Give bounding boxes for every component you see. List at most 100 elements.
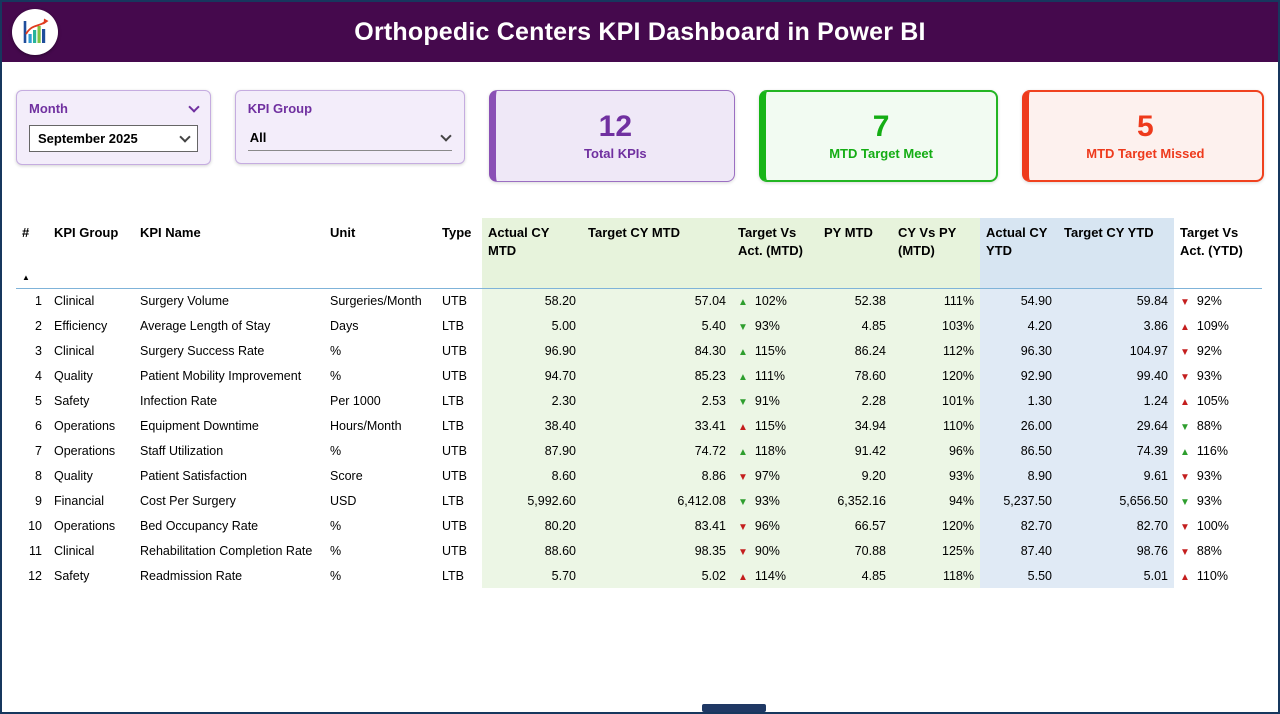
cell-tva_mtd: ▼ 96% bbox=[732, 513, 818, 538]
cell-tva_mtd: ▲ 111% bbox=[732, 363, 818, 388]
table-row[interactable]: 1 Clinical Surgery Volume Surgeries/Month UT… bbox=[16, 288, 1262, 313]
cell-cy_vs_py: 120% bbox=[892, 513, 980, 538]
table-row[interactable]: 11 Clinical Rehabilitation Completion Rate… bbox=[16, 538, 1262, 563]
chevron-down-icon bbox=[179, 131, 191, 143]
cell-type: LTB bbox=[442, 418, 464, 433]
cell-cy_vs_py: 101% bbox=[892, 388, 980, 413]
table-row[interactable]: 5 Safety Infection Rate Per 1000 LTB 2.30 2.53… bbox=[16, 388, 1262, 413]
arrow-up-icon: ▲ bbox=[1180, 396, 1190, 408]
cell-name: Infection Rate bbox=[140, 393, 218, 408]
col-header-actual_mtd[interactable]: Actual CY MTD bbox=[482, 218, 582, 289]
sort-ascending-icon: ▲ bbox=[22, 272, 30, 282]
cell-tva_mtd: ▲ 118% bbox=[732, 438, 818, 463]
cell-actual_mtd: 5.70 bbox=[482, 563, 582, 588]
kpi-table: # ▲ KPI Group KPI Name Unit Type Actual CY MTD… bbox=[16, 218, 1262, 588]
cell-actual_ytd: 8.90 bbox=[980, 463, 1058, 488]
cell-target_ytd: 3.86 bbox=[1058, 313, 1174, 338]
col-header-tva_mtd[interactable]: Target Vs Act. (MTD) bbox=[732, 218, 818, 289]
chevron-down-icon bbox=[440, 130, 452, 142]
cell-target_ytd: 1.24 bbox=[1058, 388, 1174, 413]
table-row[interactable]: 4 Quality Patient Mobility Improvement% UTB… bbox=[16, 363, 1262, 388]
cell-num: 4 bbox=[35, 368, 42, 383]
horizontal-scrollbar-thumb[interactable] bbox=[702, 704, 766, 712]
col-header-unit[interactable]: Unit bbox=[324, 218, 436, 289]
cell-actual_ytd: 87.40 bbox=[980, 538, 1058, 563]
arrow-up-icon: ▲ bbox=[738, 571, 748, 583]
cell-py_mtd: 86.24 bbox=[818, 338, 892, 363]
col-header-tva_ytd[interactable]: Target Vs Act. (YTD) bbox=[1174, 218, 1262, 289]
cell-name: Rehabilitation Completion Rate bbox=[140, 543, 313, 558]
col-header-target_mtd[interactable]: Target CY MTD bbox=[582, 218, 732, 289]
cell-unit: Days bbox=[330, 318, 359, 333]
cell-target_ytd: 5.01 bbox=[1058, 563, 1174, 588]
col-header-cy_vs_py[interactable]: CY Vs PY (MTD) bbox=[892, 218, 980, 289]
cell-tva_ytd: ▲ 105% bbox=[1180, 393, 1229, 408]
kpi-group-slicer-header[interactable]: KPI Group bbox=[248, 101, 452, 116]
col-header-target_ytd[interactable]: Target CY YTD bbox=[1058, 218, 1174, 289]
cell-target_mtd: 5.02 bbox=[582, 563, 732, 588]
col-header-group[interactable]: KPI Group bbox=[48, 218, 134, 289]
total-kpis-label: Total KPIs bbox=[584, 145, 647, 161]
cell-name: Patient Mobility Improvement bbox=[140, 368, 302, 383]
cell-py_mtd: 2.28 bbox=[818, 388, 892, 413]
cell-num: 12 bbox=[28, 568, 42, 583]
cell-tva_mtd: ▲ 102% bbox=[732, 288, 818, 313]
kpi-group-select[interactable]: All bbox=[247, 125, 453, 151]
table-row[interactable]: 7 Operations Staff Utilization% UTB 87.90 74.… bbox=[16, 438, 1262, 463]
cell-target_mtd: 2.53 bbox=[582, 388, 732, 413]
cell-num: 7 bbox=[35, 443, 42, 458]
cell-target_ytd: 82.70 bbox=[1058, 513, 1174, 538]
col-header-num[interactable]: # ▲ bbox=[16, 218, 48, 289]
arrow-up-icon: ▲ bbox=[738, 296, 748, 308]
arrow-down-icon: ▼ bbox=[738, 496, 748, 508]
mtd-target-meet-value: 7 bbox=[872, 109, 890, 143]
cell-num: 8 bbox=[35, 468, 42, 483]
cell-tva_ytd: ▲ 110% bbox=[1180, 568, 1228, 583]
cell-actual_mtd: 5,992.60 bbox=[482, 488, 582, 513]
cell-type: LTB bbox=[442, 318, 464, 333]
cell-type: UTB bbox=[442, 443, 467, 458]
cell-type: LTB bbox=[442, 493, 464, 508]
cell-cy_vs_py: 110% bbox=[892, 413, 980, 438]
cell-num: 9 bbox=[35, 493, 42, 508]
cell-num: 1 bbox=[35, 293, 42, 308]
cell-num: 2 bbox=[35, 318, 42, 333]
cell-tva_mtd: ▼ 90% bbox=[732, 538, 818, 563]
arrow-down-icon: ▼ bbox=[1180, 471, 1190, 483]
cell-type: LTB bbox=[442, 568, 464, 583]
cell-name: Cost Per Surgery bbox=[140, 493, 236, 508]
cell-cy_vs_py: 103% bbox=[892, 313, 980, 338]
table-row[interactable]: 10 Operations Bed Occupancy Rate% UTB 80.20 8… bbox=[16, 513, 1262, 538]
cell-tva_ytd: ▼ 93% bbox=[1180, 368, 1222, 383]
table-row[interactable]: 2 Efficiency Average Length of Stay Days LTB… bbox=[16, 313, 1262, 338]
col-header-actual_ytd[interactable]: Actual CY YTD bbox=[980, 218, 1058, 289]
table-row[interactable]: 8 Quality Patient Satisfaction Score UTB 8.60… bbox=[16, 463, 1262, 488]
cell-actual_mtd: 58.20 bbox=[482, 288, 582, 313]
cell-target_ytd: 99.40 bbox=[1058, 363, 1174, 388]
col-header-py_mtd[interactable]: PY MTD bbox=[818, 218, 892, 289]
cell-py_mtd: 52.38 bbox=[818, 288, 892, 313]
filter-bar: Month September 2025 KPI Group All 12 To… bbox=[2, 62, 1278, 182]
cell-tva_mtd: ▼ 91% bbox=[732, 388, 818, 413]
arrow-up-icon: ▲ bbox=[738, 346, 748, 358]
arrow-up-icon: ▲ bbox=[1180, 321, 1190, 333]
cell-name: Surgery Volume bbox=[140, 293, 229, 308]
cell-target_ytd: 59.84 bbox=[1058, 288, 1174, 313]
month-select[interactable]: September 2025 bbox=[29, 125, 198, 152]
cell-cy_vs_py: 96% bbox=[892, 438, 980, 463]
table-row[interactable]: 9 Financial Cost Per Surgery USD LTB 5,992.60… bbox=[16, 488, 1262, 513]
arrow-down-icon: ▼ bbox=[738, 396, 748, 408]
arrow-up-icon: ▲ bbox=[738, 371, 748, 383]
cell-type: UTB bbox=[442, 518, 467, 533]
month-slicer-header[interactable]: Month bbox=[29, 101, 200, 116]
cell-actual_ytd: 5.50 bbox=[980, 563, 1058, 588]
month-slicer: Month September 2025 bbox=[16, 90, 211, 165]
mtd-target-missed-value: 5 bbox=[1137, 109, 1154, 143]
table-row[interactable]: 12 Safety Readmission Rate% LTB 5.70 5.02 ▲ 114… bbox=[16, 563, 1262, 588]
col-header-type[interactable]: Type bbox=[436, 218, 482, 289]
table-row[interactable]: 6 Operations Equipment Downtime Hours/Month… bbox=[16, 413, 1262, 438]
arrow-up-icon: ▲ bbox=[738, 421, 748, 433]
cell-target_ytd: 74.39 bbox=[1058, 438, 1174, 463]
col-header-name[interactable]: KPI Name bbox=[134, 218, 324, 289]
table-row[interactable]: 3 Clinical Surgery Success Rate% UTB 96.90 84… bbox=[16, 338, 1262, 363]
